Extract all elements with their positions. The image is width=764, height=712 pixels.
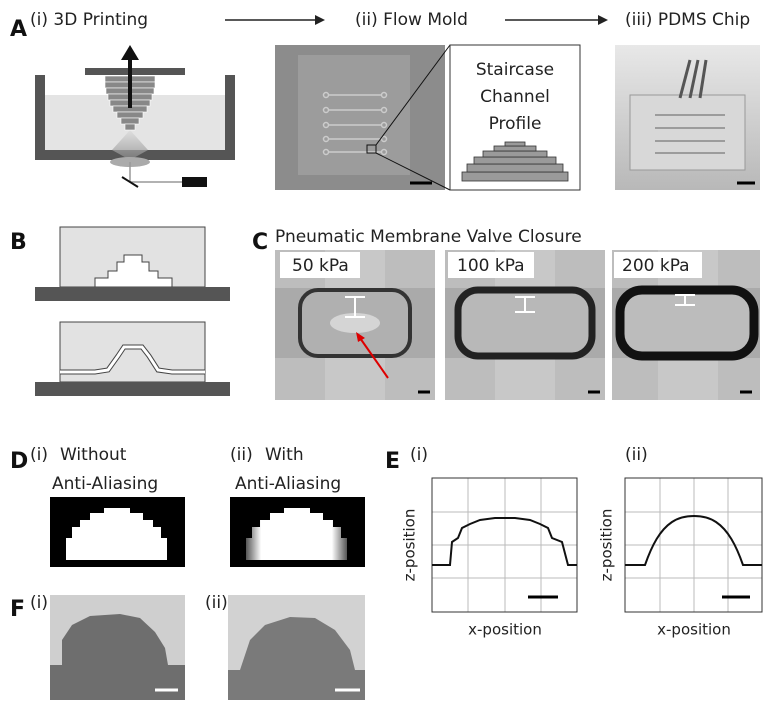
illustration-shape — [467, 164, 563, 172]
illustration-shape — [474, 157, 556, 164]
illustration-shape — [620, 290, 754, 356]
panel-label: F — [10, 597, 25, 622]
caption-text: 200 kPa — [622, 256, 690, 276]
caption-text: 50 kPa — [292, 256, 349, 276]
caption-text: (i) 3D Printing — [30, 10, 148, 30]
figure-group — [432, 478, 577, 612]
body: A (i) 3D Printing (ii) Flow Mold (iii) P… — [0, 0, 764, 712]
panel-label: B — [10, 230, 27, 255]
illustration-shape — [315, 15, 325, 25]
illustration-shape — [462, 172, 568, 181]
figure-group: 200 kPa — [612, 250, 760, 400]
panel-label: (ii) — [625, 445, 648, 465]
panel-label: x-position — [657, 621, 731, 639]
caption-text: With — [265, 445, 304, 465]
illustration-shape — [505, 142, 525, 146]
illustration-shape — [630, 95, 745, 170]
illustration-shape — [494, 146, 536, 151]
caption-text: Anti-Aliasing — [235, 474, 341, 494]
panel-label: D — [10, 449, 28, 474]
caption-text: (i) — [30, 593, 48, 613]
illustration-shape — [35, 287, 230, 301]
caption-text: (iii) PDMS Chip — [625, 10, 750, 30]
caption-text: (ii) — [205, 593, 228, 613]
illustration-shape — [298, 55, 410, 175]
caption-text: Channel — [480, 87, 550, 107]
figure-group: 100 kPa — [445, 250, 605, 400]
illustration-shape — [35, 382, 230, 396]
panel-label: (i) — [410, 445, 428, 465]
panel-label: A — [10, 17, 27, 42]
panel-label: z-position — [598, 509, 616, 582]
caption-text: Staircase — [476, 60, 554, 80]
page: Figure {"panels": { "A": {"label": "A", … — [0, 0, 764, 712]
panel-label: E — [385, 449, 400, 474]
caption-text: Pneumatic Membrane Valve Closure — [275, 227, 582, 247]
illustration-shape — [658, 358, 718, 400]
caption-text: Profile — [489, 114, 542, 134]
illustration-shape — [325, 358, 385, 400]
illustration-shape — [85, 68, 185, 75]
illustration-shape — [117, 112, 143, 118]
caption-text: (ii) Flow Mold — [355, 10, 468, 30]
illustration-shape — [125, 124, 135, 130]
panel-label: (ii) — [230, 445, 253, 465]
figure-group: 50 kPa — [275, 250, 435, 400]
caption-text: Without — [60, 445, 127, 465]
illustration-shape — [182, 177, 207, 187]
figure-group — [625, 478, 762, 612]
illustration-shape — [121, 45, 139, 60]
caption-text: Anti-Aliasing — [52, 474, 158, 494]
figure: A (i) 3D Printing (ii) Flow Mold (iii) P… — [0, 0, 764, 712]
panel-label: C — [252, 230, 268, 255]
caption-text: 100 kPa — [457, 256, 525, 276]
illustration-shape — [121, 118, 139, 124]
panel-label: x-position — [468, 621, 542, 639]
panel-label: z-position — [401, 509, 419, 582]
illustration-shape — [495, 358, 555, 400]
illustration-shape — [483, 151, 547, 157]
panel-label: (i) — [30, 445, 48, 465]
illustration-shape — [598, 15, 608, 25]
